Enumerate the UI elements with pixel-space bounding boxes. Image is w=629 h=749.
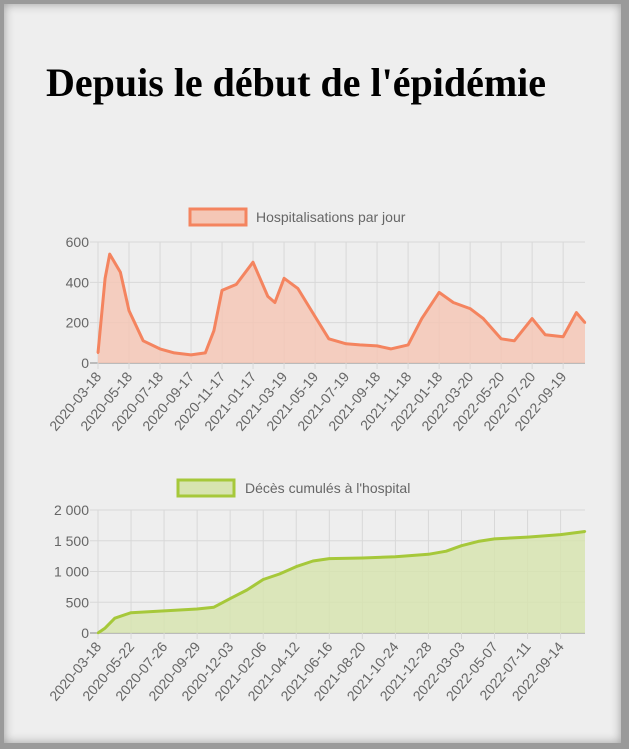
series-area bbox=[98, 531, 585, 633]
data-point bbox=[220, 289, 224, 292]
data-point bbox=[344, 342, 348, 345]
legend-swatch bbox=[188, 207, 248, 227]
data-point bbox=[452, 301, 455, 304]
data-point bbox=[129, 611, 133, 614]
chart-2: Décès cumulés à l'hospital 0 500 1 000 1 500… bbox=[46, 478, 587, 704]
data-point bbox=[394, 555, 397, 558]
series-area bbox=[98, 254, 585, 363]
y-tick-label: 0 bbox=[81, 625, 89, 641]
y-tick-label: 200 bbox=[66, 315, 90, 331]
data-point bbox=[189, 353, 193, 357]
data-point bbox=[212, 329, 216, 332]
page-title: Depuis le début de l'épidémie bbox=[46, 60, 547, 105]
data-point bbox=[127, 309, 131, 312]
data-point bbox=[119, 271, 122, 274]
y-tick-label: 1 000 bbox=[54, 564, 89, 580]
data-point bbox=[499, 337, 503, 340]
y-tick-label: 400 bbox=[66, 274, 90, 290]
data-point bbox=[420, 317, 423, 320]
data-point bbox=[526, 535, 529, 539]
data-point bbox=[162, 609, 166, 613]
data-point bbox=[103, 277, 107, 280]
data-point bbox=[513, 339, 516, 342]
data-point bbox=[406, 343, 410, 347]
data-point bbox=[530, 317, 534, 320]
series-line bbox=[96, 252, 587, 357]
data-point bbox=[235, 283, 238, 286]
data-point bbox=[328, 557, 331, 560]
data-point bbox=[282, 277, 286, 280]
data-point bbox=[389, 347, 392, 351]
data-point bbox=[575, 311, 578, 314]
data-point bbox=[445, 550, 448, 553]
data-point bbox=[278, 572, 281, 576]
data-point bbox=[477, 540, 480, 543]
y-tick-label: 500 bbox=[66, 594, 90, 610]
data-point bbox=[204, 351, 207, 355]
data-point bbox=[251, 261, 255, 264]
data-point bbox=[361, 556, 364, 560]
data-point bbox=[482, 317, 485, 320]
data-point bbox=[262, 578, 265, 581]
data-point bbox=[96, 631, 100, 635]
data-point bbox=[195, 607, 199, 611]
legend-swatch bbox=[176, 478, 236, 498]
data-point bbox=[266, 295, 269, 298]
data-point bbox=[173, 351, 176, 355]
data-point bbox=[273, 301, 277, 304]
data-point bbox=[229, 597, 232, 600]
data-point bbox=[583, 321, 587, 324]
data-point bbox=[559, 533, 562, 536]
data-point bbox=[103, 626, 107, 630]
legend-label: Hospitalisations par jour bbox=[256, 209, 406, 225]
data-point bbox=[327, 337, 330, 340]
data-point bbox=[544, 333, 547, 336]
legend-label: Décès cumulés à l'hospital bbox=[245, 480, 410, 496]
data-point bbox=[437, 291, 441, 294]
data-point bbox=[108, 252, 111, 256]
data-point bbox=[245, 588, 249, 592]
y-tick-label: 0 bbox=[81, 355, 89, 371]
data-point bbox=[158, 347, 162, 351]
data-point bbox=[561, 335, 565, 338]
data-point bbox=[460, 544, 463, 547]
data-point bbox=[96, 351, 100, 355]
data-point bbox=[375, 344, 379, 348]
data-point bbox=[427, 553, 430, 556]
chart-1: Hospitalisations par jour02004006002020-… bbox=[46, 207, 587, 434]
data-point bbox=[311, 559, 315, 563]
data-point bbox=[313, 315, 317, 318]
y-tick-label: 600 bbox=[66, 234, 90, 250]
data-point bbox=[212, 606, 216, 609]
data-point bbox=[583, 530, 587, 533]
series-line bbox=[97, 530, 586, 635]
data-point bbox=[468, 307, 472, 310]
data-point bbox=[142, 339, 145, 342]
data-point bbox=[358, 343, 361, 347]
data-point bbox=[493, 537, 496, 541]
y-tick-label: 2 000 bbox=[54, 502, 89, 518]
data-point bbox=[296, 287, 299, 290]
data-point bbox=[295, 565, 298, 568]
data-point bbox=[113, 617, 117, 620]
y-tick-label: 1 500 bbox=[54, 533, 89, 549]
